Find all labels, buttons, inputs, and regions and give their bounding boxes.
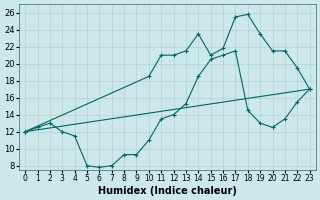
X-axis label: Humidex (Indice chaleur): Humidex (Indice chaleur) (98, 186, 237, 196)
